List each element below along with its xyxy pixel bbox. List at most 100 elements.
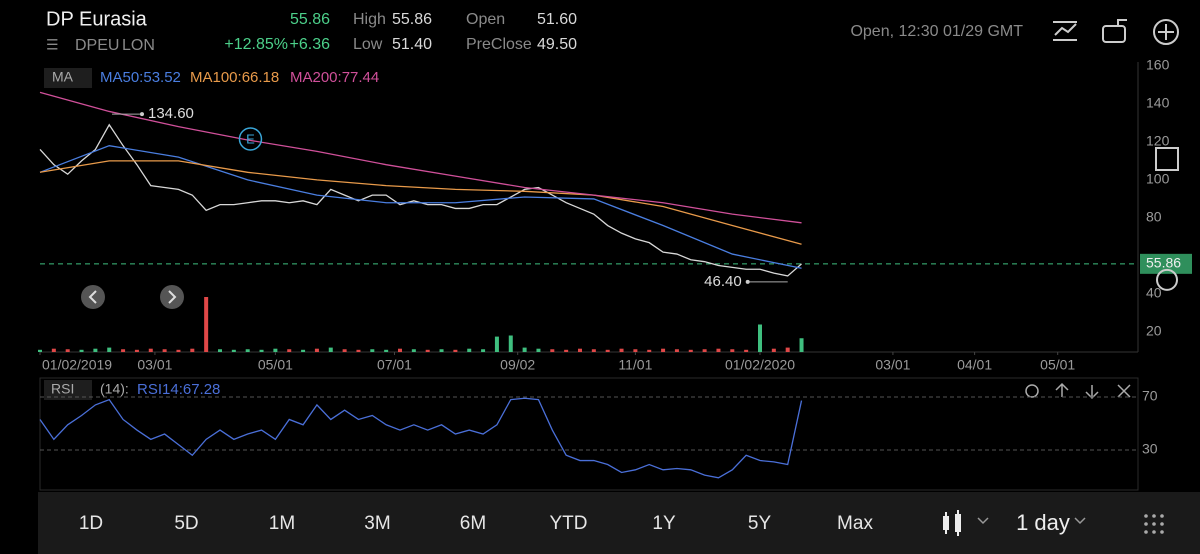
volume-bar: [162, 349, 167, 352]
legend-entry: MA200:77.44: [290, 69, 379, 86]
x-tick-label: 05/01: [258, 357, 293, 373]
high-label: High: [353, 11, 386, 28]
volume-bar: [107, 347, 112, 352]
open-label: Open: [466, 11, 505, 28]
range-button[interactable]: 1M: [269, 513, 295, 534]
low-label: Low: [353, 36, 383, 53]
volume-bar: [259, 349, 264, 352]
toolbar: [38, 492, 1200, 554]
range-button[interactable]: YTD: [550, 513, 588, 534]
rsi-indicator[interactable]: RSI: [51, 381, 74, 397]
range-button[interactable]: 3M: [364, 513, 390, 534]
volume-bar: [494, 336, 499, 352]
range-button[interactable]: 1Y: [652, 513, 676, 534]
menu-icon[interactable]: ☰: [46, 37, 59, 53]
crosshair-button[interactable]: [1156, 268, 1178, 291]
event-marker[interactable]: [238, 127, 263, 151]
legend-entry: RSI14:67.28: [137, 381, 220, 398]
volume-bar: [550, 349, 555, 352]
volume-bar: [744, 349, 749, 352]
volume-bar: [231, 349, 236, 352]
header-icons[interactable]: [1053, 19, 1179, 45]
x-tick-label: 05/01: [1040, 357, 1075, 373]
market-status: Open, 12:30 01/29 GMT: [850, 23, 1023, 40]
ma-selector[interactable]: [44, 68, 92, 88]
change-pct: +12.85%: [224, 36, 288, 53]
x-tick-label: 07/01: [377, 357, 412, 373]
series-line: [39, 397, 803, 479]
x-tick-label: 03/01: [137, 357, 172, 373]
last-price-tag: [1140, 253, 1192, 274]
volume-bar: [51, 348, 56, 352]
rsi-tools[interactable]: [1025, 382, 1131, 400]
volume-bar: [204, 297, 209, 352]
range-button[interactable]: 5Y: [748, 513, 772, 534]
dropdown-arrows: [977, 517, 1086, 525]
y-tick-label: 160: [1146, 57, 1170, 73]
last-price-label: 55.86: [1146, 255, 1181, 271]
volume-bar: [342, 349, 347, 352]
volume-bar: [522, 347, 527, 352]
marker-dot: [745, 279, 750, 284]
low: 51.40: [392, 36, 432, 53]
y-tick-label: 40: [1146, 285, 1162, 301]
range-button[interactable]: 6M: [460, 513, 486, 534]
volume-bar: [730, 349, 735, 352]
volume-bar: [190, 348, 195, 352]
legend-entry: MA50:53.52: [100, 69, 181, 86]
volume-bar: [564, 349, 569, 352]
range-button[interactable]: Max: [837, 513, 873, 534]
volume-bar: [508, 335, 513, 352]
marker-label: 134.60: [148, 105, 194, 122]
preclose-label: PreClose: [466, 36, 532, 53]
open: 51.60: [537, 11, 577, 28]
x-tick-label: 01/02/2019: [42, 357, 112, 373]
series-line: [39, 145, 802, 269]
rsi-selector[interactable]: [44, 380, 92, 400]
volume-bar: [674, 349, 679, 352]
fullscreen-icon[interactable]: [1155, 147, 1179, 171]
ma-indicator[interactable]: MA: [52, 69, 74, 85]
y-tick-label: 140: [1146, 95, 1170, 111]
change: +6.36: [290, 36, 331, 53]
volume-bar: [273, 348, 278, 352]
marker-label: 46.40: [704, 273, 742, 290]
marker-dot: [140, 112, 144, 117]
symbol: DPEU: [75, 37, 119, 54]
volume-bar: [301, 349, 306, 352]
volume-bar: [356, 349, 361, 352]
volume-bar: [785, 347, 790, 352]
volume-bar: [799, 338, 804, 352]
price: 55.86: [290, 11, 330, 28]
volume-bar: [425, 349, 430, 352]
high: 55.86: [392, 11, 432, 28]
more-icon[interactable]: [1144, 514, 1164, 534]
volume-bar: [121, 349, 126, 352]
volume-bar: [536, 348, 541, 352]
volume-bar: [384, 349, 389, 352]
volume-bar: [716, 348, 721, 352]
y-tick-label: 80: [1146, 209, 1162, 225]
volume-bar: [79, 349, 84, 352]
volume-bar: [481, 349, 486, 352]
volume-bar: [314, 348, 319, 352]
volume-bar: [93, 348, 98, 352]
candle-icon[interactable]: [943, 510, 961, 536]
y-tick-label: 100: [1146, 171, 1170, 187]
rsi-frame: [39, 377, 1139, 491]
event-label: E: [246, 131, 255, 146]
y-tick-label: 30: [1142, 441, 1158, 457]
preclose: 49.50: [537, 36, 577, 53]
volume-bar: [661, 348, 666, 352]
range-button[interactable]: 5D: [174, 513, 198, 534]
legend-entry: MA100:66.18: [190, 69, 279, 86]
volume-bar: [453, 349, 458, 352]
volume-bar: [65, 349, 70, 352]
range-button[interactable]: 1D: [79, 513, 103, 534]
volume-bar: [619, 348, 624, 352]
interval[interactable]: 1 day: [1016, 510, 1070, 535]
volume-bar: [467, 348, 472, 352]
stock-name: DP Eurasia: [46, 8, 148, 30]
volume-bar: [287, 349, 292, 352]
nav-buttons[interactable]: [81, 285, 184, 309]
